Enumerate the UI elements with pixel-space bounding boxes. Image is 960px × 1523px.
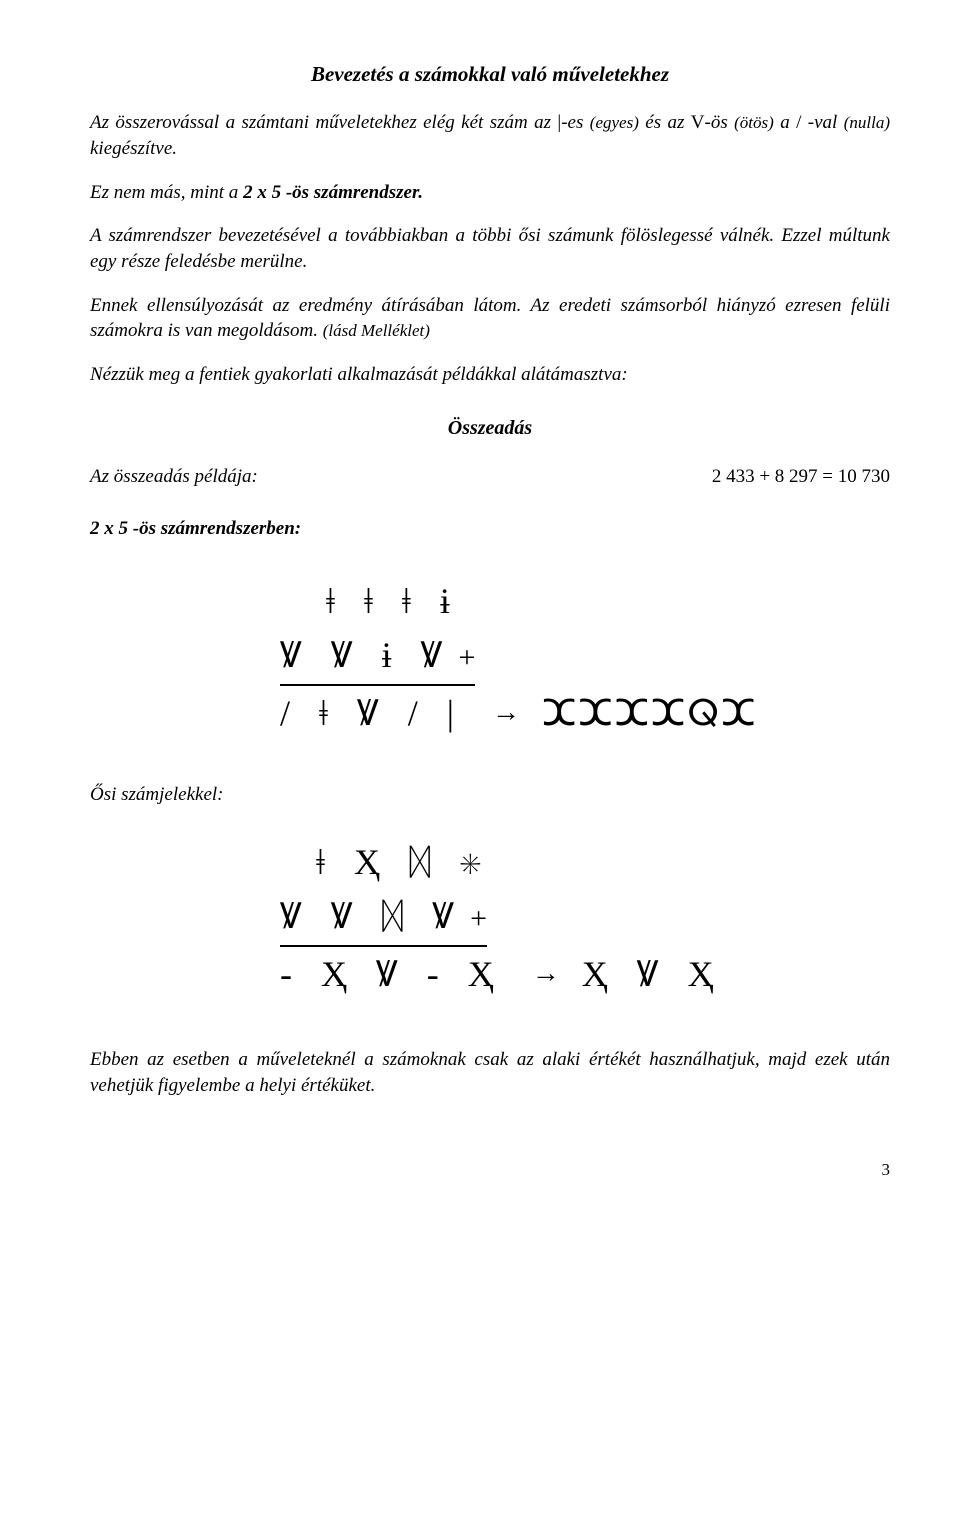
- example-label: Az összeadás példája:: [90, 464, 258, 490]
- calc-row: ǂ Ҳ ᛞ ✳: [280, 835, 890, 889]
- plus-icon: +: [458, 641, 475, 674]
- intro-paragraph-5: Nézzük meg a fentiek gyakorlati alkalmaz…: [90, 362, 890, 388]
- calc-row: Ꝟ Ꝟ ɨ Ꝟ+: [280, 628, 890, 686]
- calc-operand: Ꝟ Ꝟ ᛞ Ꝟ: [280, 896, 464, 936]
- page-number: 3: [90, 1159, 890, 1182]
- plus-icon: +: [470, 902, 487, 935]
- calc-row: Ꝟ Ꝟ ᛞ Ꝟ+: [280, 889, 890, 947]
- calc-block-1: ǂ ǂ ǂ ɨ Ꝟ Ꝟ ɨ Ꝟ+ / ǂ Ꝟ / | → ⵋⵋⵋⵋⵕⵋ: [280, 574, 890, 740]
- example-value: 2 433 + 8 297 = 10 730: [712, 464, 890, 490]
- calc-result-right: Ҳ Ꝟ Ҳ: [582, 947, 724, 1001]
- calc-operand: Ꝟ Ꝟ ɨ Ꝟ: [280, 635, 452, 675]
- text: Az összerovással a számtani műveletekhez…: [90, 112, 557, 133]
- calc-result-row: / ǂ Ꝟ / | → ⵋⵋⵋⵋⵕⵋ: [280, 686, 890, 740]
- text: -val: [801, 112, 843, 133]
- intro-paragraph-4: Ennek ellensúlyozását az eredmény átírás…: [90, 293, 890, 344]
- intro-paragraph-3: A számrendszer bevezetésével a továbbiak…: [90, 223, 890, 274]
- calc-block-2: ǂ Ҳ ᛞ ✳ Ꝟ Ꝟ ᛞ Ꝟ+ - Ҳ Ꝟ - Ҳ → Ҳ Ꝟ Ҳ: [280, 835, 890, 1001]
- text-small: (lásd Melléklet): [323, 321, 430, 340]
- text: Ennek ellensúlyozását az eredmény átírás…: [90, 295, 890, 342]
- text: kiegészítve.: [90, 138, 177, 159]
- text: (egyes): [590, 113, 639, 132]
- subheading-2: Ősi számjelekkel:: [90, 782, 890, 808]
- calc-result-right: ⵋⵋⵋⵋⵕⵋ: [542, 686, 757, 740]
- text-bold: 2 x 5 -ös számrendszer.: [243, 182, 423, 203]
- calc-result-left: - Ҳ Ꝟ - Ҳ: [280, 947, 504, 1001]
- example-row: Az összeadás példája: 2 433 + 8 297 = 10…: [90, 464, 890, 490]
- page-title: Bevezetés a számokkal való műveletekhez: [90, 60, 890, 88]
- section-heading: Összeadás: [90, 415, 890, 442]
- subheading-1: 2 x 5 -ös számrendszerben:: [90, 516, 890, 542]
- text: Ez nem más, mint a: [90, 182, 243, 203]
- calc-result-left: / ǂ Ꝟ / |: [280, 686, 464, 740]
- glyph-five: V: [691, 112, 705, 133]
- text: (ötös): [734, 113, 774, 132]
- intro-paragraph-2: Ez nem más, mint a 2 x 5 -ös számrendsze…: [90, 180, 890, 206]
- calc-row: ǂ ǂ ǂ ɨ: [280, 574, 890, 628]
- text: a: [774, 112, 796, 133]
- arrow-icon: →: [532, 953, 560, 995]
- text: és az: [639, 112, 691, 133]
- text: -es: [561, 112, 590, 133]
- text: -ös: [705, 112, 735, 133]
- calc-result-row: - Ҳ Ꝟ - Ҳ → Ҳ Ꝟ Ҳ: [280, 947, 890, 1001]
- text: (nulla): [844, 113, 890, 132]
- intro-paragraph-1: Az összerovással a számtani műveletekhez…: [90, 110, 890, 161]
- closing-paragraph: Ebben az esetben a műveleteknél a számok…: [90, 1047, 890, 1098]
- arrow-icon: →: [492, 692, 520, 734]
